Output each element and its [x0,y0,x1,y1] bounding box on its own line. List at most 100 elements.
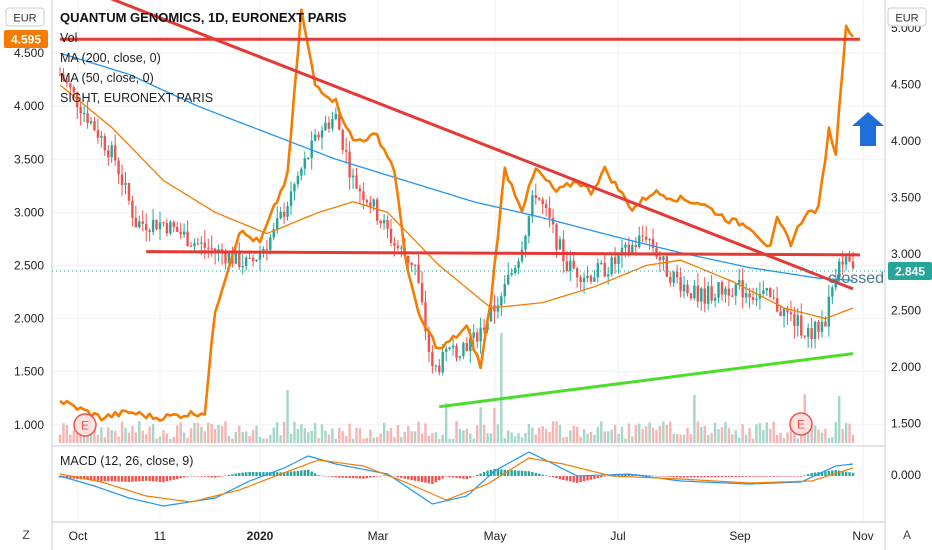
macd-histogram-bar [455,476,458,478]
volume-bar [269,434,272,443]
candle-body [669,276,672,283]
volume-bar [675,433,679,443]
trendline-support-rising [439,352,854,409]
candle-body [196,243,200,245]
macd-legend[interactable]: MACD (12, 26, close, 9) [60,454,193,468]
macd-histogram-bar [682,476,686,478]
candle-body [489,305,493,322]
candle-body [110,145,113,158]
right-axis-tick: 4.500 [891,78,921,92]
candle-body [317,134,320,138]
macd-histogram-bar [82,476,86,480]
earnings-marker-1[interactable]: E [73,413,97,437]
volume-bar [603,431,606,443]
candle-body [469,337,472,352]
volume-bar [569,430,572,443]
macd-histogram-bar [358,476,362,479]
volume-bar [200,426,203,443]
candle-body [806,328,810,337]
macd-histogram-bar [289,471,293,476]
auto-scale-button[interactable]: A [903,528,911,542]
candle-body [344,149,348,152]
candle-body [813,321,817,340]
currency-box-right[interactable] [887,7,927,27]
macd-histogram-bar [238,472,241,476]
macd-histogram-bar [369,476,372,478]
candle-body [786,308,789,313]
timezone-button[interactable]: Z [22,528,29,542]
candle-body [258,252,262,260]
volume-bar [255,425,258,443]
volume-bar [493,407,496,443]
candle-body [562,239,565,262]
candle-body [451,345,455,348]
volume-bar [334,438,338,443]
candle-body [400,247,403,249]
candle-body [579,277,582,283]
volume-bar [134,432,138,443]
volume-bar [589,431,593,443]
currency-box-left[interactable] [5,7,45,27]
candle-body [307,157,310,159]
candle-body [603,262,606,277]
volume-bar [703,425,706,443]
volume-bar [379,433,382,443]
macd-histogram-bar [534,472,537,476]
macd-histogram-bar [362,476,365,479]
volume-bar [182,432,186,443]
volume-bar [596,427,600,443]
last-price-tag-left [4,30,48,48]
candle-body [158,222,162,230]
volume-bar [538,427,541,443]
volume-bar [769,428,772,443]
left-axis-tick: 4.500 [14,46,44,60]
macd-histogram-bar [282,472,286,476]
macd-histogram-bar [120,476,124,482]
macd-histogram-bar [158,476,162,482]
volume-bar [220,426,224,443]
volume-bar [758,422,762,443]
volume-bar [665,424,669,443]
macd-histogram-bar [441,476,444,479]
ma50-line [59,84,854,320]
candle-body [541,199,544,205]
candle-body [772,297,775,299]
earnings-marker-2[interactable]: E [789,412,813,436]
volume-bar [189,428,193,443]
macd-histogram-bar [413,476,417,481]
macd-histogram-bar [410,476,413,481]
volume-bar [534,434,537,443]
legend-sight[interactable]: SIGHT, EURONEXT PARIS [60,91,213,105]
candle-body [227,253,231,264]
macd-histogram-bar [93,476,96,481]
candle-body [838,261,841,280]
legend-ma200[interactable]: MA (200, close, 0) [60,51,161,65]
candle-body [334,113,338,120]
volume-bar [113,431,117,443]
legend-ma50[interactable]: MA (50, close, 0) [60,71,154,85]
macd-histogram-bar [769,476,772,477]
candle-body [741,280,744,298]
volume-bar [162,430,165,443]
macd-histogram-bar [524,470,527,476]
candle-body [655,247,658,257]
macd-histogram-bar [496,469,500,476]
candle-body [224,253,227,264]
candle-body [279,211,282,219]
candle-body [658,256,662,261]
candle-body [417,264,420,283]
volume-bar [689,434,693,443]
candle-body [738,280,741,285]
legend-volume[interactable]: Vol [60,31,77,45]
macd-histogram-bar [527,471,531,476]
macd-histogram-bar [269,472,272,476]
volume-bar [472,438,475,443]
symbol-title[interactable]: QUANTUM GENOMICS, 1D, EURONEXT PARIS [60,10,347,25]
volume-bar [296,428,300,443]
up-arrow-icon [852,112,884,146]
macd-histogram-bar [562,476,565,480]
volume-bar [586,433,589,443]
macd-histogram-bar [738,476,741,477]
candle-body [176,227,179,232]
volume-bar [717,429,720,443]
